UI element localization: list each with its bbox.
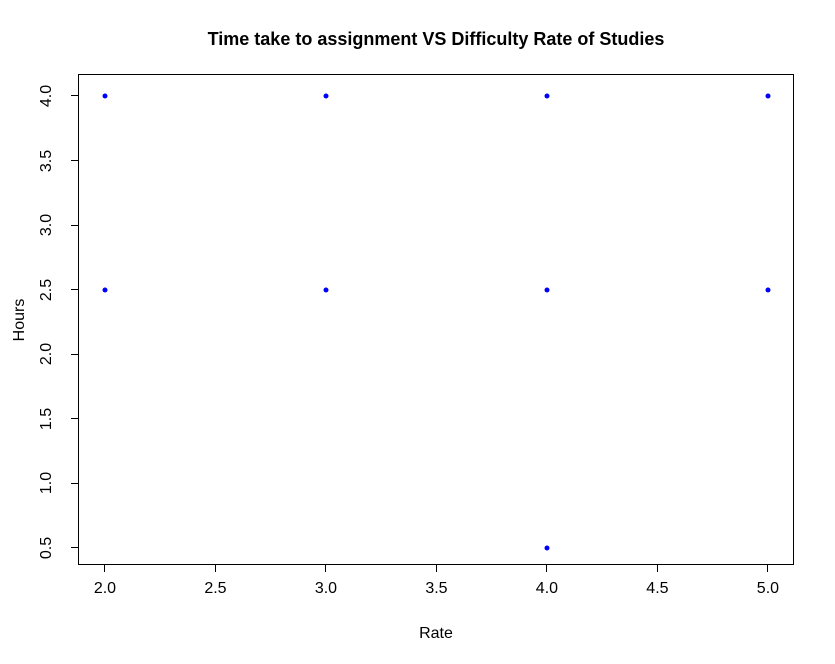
y-axis-tick bbox=[71, 482, 78, 484]
y-axis-tick bbox=[71, 547, 78, 549]
y-tick-label: 1.0 bbox=[38, 472, 55, 495]
data-point bbox=[323, 93, 329, 99]
x-axis-tick bbox=[546, 565, 548, 572]
y-axis-tick bbox=[71, 353, 78, 355]
y-tick-label: 2.5 bbox=[38, 278, 55, 301]
y-axis-tick bbox=[71, 418, 78, 420]
data-point bbox=[102, 93, 108, 99]
y-tick-label: 1.5 bbox=[38, 407, 55, 430]
y-tick-label: 2.0 bbox=[38, 343, 55, 366]
data-point bbox=[544, 93, 550, 99]
plot-box bbox=[78, 74, 794, 565]
x-tick-label: 2.5 bbox=[204, 580, 227, 597]
data-point bbox=[323, 287, 329, 293]
x-tick-label: 3.0 bbox=[314, 580, 338, 597]
data-point bbox=[544, 545, 550, 551]
x-axis-tick bbox=[656, 565, 658, 572]
y-tick-label: 4.0 bbox=[38, 84, 55, 108]
data-point bbox=[765, 287, 771, 293]
data-point bbox=[544, 287, 550, 293]
x-axis-label: Rate bbox=[419, 625, 453, 642]
y-axis-tick bbox=[71, 160, 78, 162]
x-axis-tick bbox=[214, 565, 216, 572]
y-axis-tick bbox=[71, 95, 78, 97]
x-axis-tick bbox=[104, 565, 106, 572]
data-point bbox=[102, 287, 108, 293]
y-axis-tick bbox=[71, 289, 78, 291]
y-axis-label: Hours bbox=[11, 298, 28, 342]
x-axis-tick bbox=[767, 565, 769, 572]
data-point bbox=[765, 93, 771, 99]
y-axis-tick bbox=[71, 224, 78, 226]
y-tick-label: 3.0 bbox=[38, 213, 55, 237]
y-tick-label: 3.5 bbox=[38, 149, 55, 172]
x-tick-label: 3.5 bbox=[425, 580, 448, 597]
x-tick-label: 4.5 bbox=[646, 580, 669, 597]
y-tick-label: 0.5 bbox=[38, 536, 55, 560]
x-axis-tick bbox=[435, 565, 437, 572]
chart-title: Time take to assignment VS Difficulty Ra… bbox=[207, 29, 665, 49]
x-tick-label: 5.0 bbox=[756, 580, 780, 597]
x-axis-tick bbox=[325, 565, 327, 572]
x-tick-label: 2.0 bbox=[93, 580, 117, 597]
x-tick-label: 4.0 bbox=[535, 580, 559, 597]
